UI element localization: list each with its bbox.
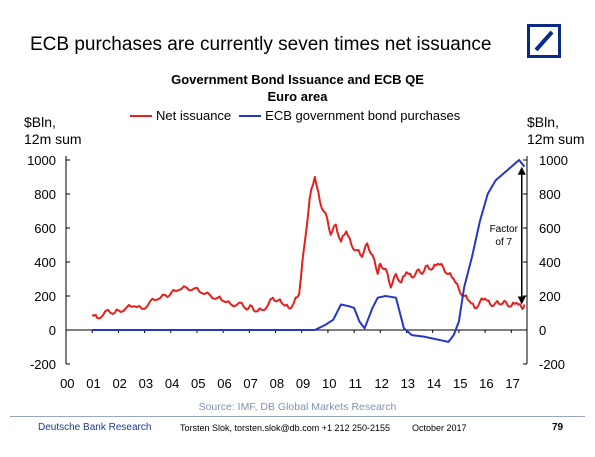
footer-org: Deutsche Bank Research [38,422,152,433]
y-tick-label-right: 600 [539,221,561,236]
left-axis-unit: $Bln, 12m sum [24,114,82,148]
factor-arrow-head-down [517,296,526,305]
x-tick-label: 14 [427,376,441,391]
y-tick-label-left: -200 [30,357,56,372]
x-tick-label: 15 [453,376,467,391]
y-tick-label-left: 600 [34,221,56,236]
x-tick-label: 01 [86,376,100,391]
legend-swatch-ecb-purchases [239,114,262,117]
x-tick-label: 12 [374,376,388,391]
right-axis-unit-line1: $Bln, [527,114,559,130]
deutsche-bank-logo-icon [527,24,561,58]
series-ecb-purchases [92,159,526,343]
y-tick-label-left: 400 [34,255,56,270]
y-tick-label-right: -200 [539,357,565,372]
legend-swatch-net-issuance [130,114,152,117]
y-tick-label-left: 0 [49,323,56,338]
y-tick-label-left: 200 [34,289,56,304]
source-note: Source: IMF, DB Global Markets Research [198,401,397,413]
factor-annotation-label: of 7 [495,237,512,248]
y-tick-label-right: 0 [539,323,546,338]
legend-item-ecb-purchases: ECB government bond purchases [239,108,460,123]
x-tick-label: 07 [243,376,257,391]
left-axis-unit-line2: 12m sum [24,131,82,147]
x-tick-label: 16 [479,376,493,391]
y-tick-label-right: 400 [539,255,561,270]
x-tick-label: 05 [191,376,205,391]
right-axis-unit: $Bln, 12m sum [527,114,585,148]
chart-legend: Net issuance ECB government bond purchas… [130,108,468,123]
footer-date: October 2017 [412,423,467,433]
y-tick-label-right: 200 [539,289,561,304]
page-headline: ECB purchases are currently seven times … [30,34,492,55]
footer-divider [10,416,585,417]
footer-page-number: 79 [552,422,564,433]
legend-label-ecb-purchases: ECB government bond purchases [265,108,461,123]
x-tick-label: 06 [217,376,231,391]
legend-item-net-issuance: Net issuance [130,108,231,123]
y-tick-label-right: 800 [539,187,561,202]
x-tick-label: 02 [112,376,126,391]
series-net-issuance [91,176,526,320]
footer-contact: Torsten Slok, torsten.slok@db.com +1 212… [180,423,391,433]
x-tick-label: 04 [165,376,179,391]
left-axis-unit-line1: $Bln, [24,114,56,130]
chart-series [91,159,526,343]
y-tick-label-left: 800 [34,187,56,202]
x-tick-label: 13 [401,376,415,391]
x-tick-label: 17 [505,376,519,391]
chart-subtitle: Euro area [267,89,328,104]
legend-label-net-issuance: Net issuance [156,108,232,123]
logo-slash-icon [534,30,554,52]
x-tick-label: 03 [139,376,153,391]
chart-annotations: Factor of 7 [490,166,526,305]
x-tick-label: 09 [296,376,310,391]
y-tick-label-left: 1000 [27,153,56,168]
x-tick-label: 00 [60,376,74,391]
factor-arrow-head-up [517,166,526,175]
y-tick-label-right: 1000 [539,153,568,168]
x-tick-label: 08 [270,376,284,391]
right-axis-unit-line2: 12m sum [527,131,585,147]
x-tick-label: 11 [349,376,363,391]
x-tick-label: 10 [322,376,336,391]
chart-title: Government Bond Issuance and ECB QE [171,72,424,87]
factor-annotation-label: Factor [490,224,519,235]
